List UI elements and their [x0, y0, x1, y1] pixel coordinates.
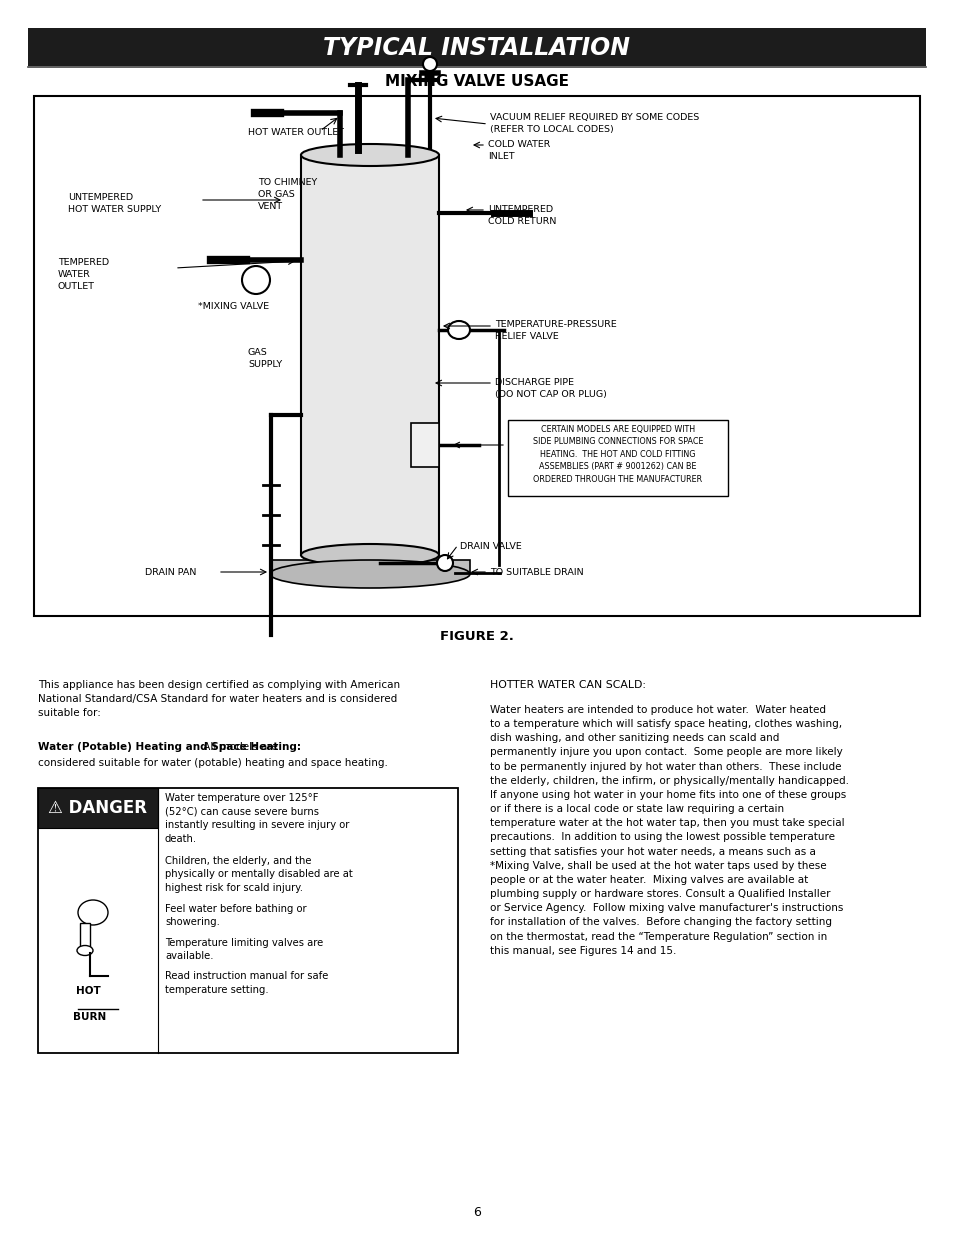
- Bar: [28, 28, 925, 65]
- Text: MIXING VALVE USAGE: MIXING VALVE USAGE: [385, 74, 568, 89]
- Text: 6: 6: [473, 1207, 480, 1219]
- Text: FIGURE 2.: FIGURE 2.: [439, 630, 514, 643]
- Text: Water (Potable) Heating and Space Heating:: Water (Potable) Heating and Space Heatin…: [38, 742, 301, 752]
- Text: CERTAIN MODELS ARE EQUIPPED WITH
SIDE PLUMBING CONNECTIONS FOR SPACE
HEATING.  T: CERTAIN MODELS ARE EQUIPPED WITH SIDE PL…: [532, 425, 702, 484]
- Text: Feel water before bathing or
showering.: Feel water before bathing or showering.: [165, 904, 306, 927]
- Ellipse shape: [448, 321, 470, 338]
- Text: Read instruction manual for safe
temperature setting.: Read instruction manual for safe tempera…: [165, 972, 328, 995]
- Bar: [411, 424, 438, 467]
- Text: HOTTER WATER CAN SCALD:: HOTTER WATER CAN SCALD:: [490, 680, 645, 690]
- Text: TEMPERATURE-PRESSURE
RELIEF VALVE: TEMPERATURE-PRESSURE RELIEF VALVE: [495, 320, 616, 341]
- Text: Water heaters are intended to produce hot water.  Water heated
to a temperature : Water heaters are intended to produce ho…: [490, 705, 848, 956]
- Text: BURN: BURN: [73, 1013, 107, 1023]
- Ellipse shape: [301, 144, 438, 165]
- Ellipse shape: [436, 555, 453, 571]
- Bar: [80, 923, 90, 951]
- Text: DRAIN VALVE: DRAIN VALVE: [459, 542, 521, 551]
- Text: UNTEMPERED
COLD RETURN: UNTEMPERED COLD RETURN: [488, 205, 556, 226]
- Text: DRAIN PAN: DRAIN PAN: [145, 568, 196, 577]
- Text: All models are: All models are: [200, 742, 277, 752]
- Text: *MIXING VALVE: *MIXING VALVE: [198, 303, 269, 311]
- Text: Temperature limiting valves are
available.: Temperature limiting valves are availabl…: [165, 937, 323, 961]
- Text: UNTEMPERED
HOT WATER SUPPLY: UNTEMPERED HOT WATER SUPPLY: [68, 193, 161, 214]
- Bar: [38, 788, 457, 1053]
- Ellipse shape: [301, 543, 438, 566]
- Bar: [507, 420, 727, 496]
- Text: TYPICAL INSTALLATION: TYPICAL INSTALLATION: [323, 36, 630, 61]
- Bar: [270, 559, 470, 574]
- Text: TEMPERED
WATER
OUTLET: TEMPERED WATER OUTLET: [58, 258, 109, 290]
- Text: VACUUM RELIEF REQUIRED BY SOME CODES
(REFER TO LOCAL CODES): VACUUM RELIEF REQUIRED BY SOME CODES (RE…: [490, 112, 699, 133]
- Bar: [301, 156, 438, 555]
- Text: ⚠ DANGER: ⚠ DANGER: [49, 799, 148, 818]
- Text: This appliance has been design certified as complying with American
National Sta: This appliance has been design certified…: [38, 680, 399, 718]
- Text: Water temperature over 125°F
(52°C) can cause severe burns
instantly resulting i: Water temperature over 125°F (52°C) can …: [165, 793, 349, 844]
- Text: GAS
SUPPLY: GAS SUPPLY: [248, 348, 282, 369]
- Ellipse shape: [422, 57, 436, 70]
- Text: HOT WATER OUTLET: HOT WATER OUTLET: [248, 128, 344, 137]
- Ellipse shape: [78, 900, 108, 925]
- Text: TO SUITABLE DRAIN: TO SUITABLE DRAIN: [490, 568, 583, 577]
- Ellipse shape: [270, 559, 470, 588]
- Text: HOT: HOT: [75, 986, 100, 995]
- Ellipse shape: [242, 266, 270, 294]
- Bar: [38, 788, 158, 827]
- Ellipse shape: [77, 946, 92, 956]
- Text: COLD WATER
INLET: COLD WATER INLET: [488, 140, 550, 161]
- Text: considered suitable for water (potable) heating and space heating.: considered suitable for water (potable) …: [38, 758, 388, 768]
- Text: TO CHIMNEY
OR GAS
VENT: TO CHIMNEY OR GAS VENT: [257, 178, 317, 211]
- Bar: [34, 96, 919, 616]
- Text: Children, the elderly, and the
physically or mentally disabled are at
highest ri: Children, the elderly, and the physicall…: [165, 856, 353, 893]
- Text: DISCHARGE PIPE
(DO NOT CAP OR PLUG): DISCHARGE PIPE (DO NOT CAP OR PLUG): [495, 378, 606, 399]
